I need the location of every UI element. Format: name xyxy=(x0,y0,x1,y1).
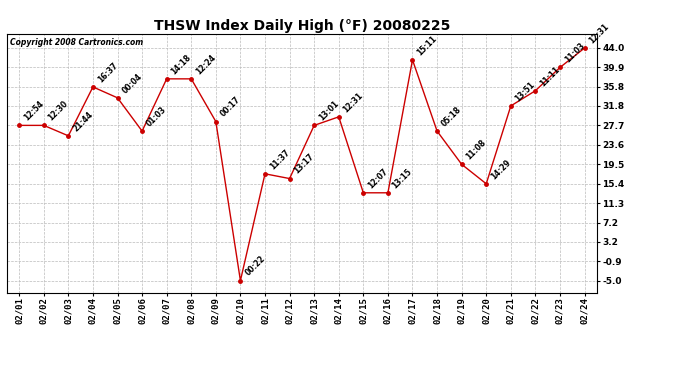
Text: 12:31: 12:31 xyxy=(342,91,365,114)
Text: 13:51: 13:51 xyxy=(513,80,537,103)
Text: 11:37: 11:37 xyxy=(268,147,291,171)
Text: 00:22: 00:22 xyxy=(243,254,266,278)
Text: 21:44: 21:44 xyxy=(71,110,95,133)
Text: 16:37: 16:37 xyxy=(96,61,119,84)
Text: 12:30: 12:30 xyxy=(46,99,70,123)
Text: 14:29: 14:29 xyxy=(489,158,513,181)
Text: 15:11: 15:11 xyxy=(415,34,439,57)
Text: 12:54: 12:54 xyxy=(22,99,46,123)
Title: THSW Index Daily High (°F) 20080225: THSW Index Daily High (°F) 20080225 xyxy=(154,19,450,33)
Text: 05:18: 05:18 xyxy=(440,105,463,128)
Text: 11:08: 11:08 xyxy=(464,138,488,162)
Text: 13:01: 13:01 xyxy=(317,99,340,123)
Text: 00:17: 00:17 xyxy=(219,95,242,119)
Text: 00:04: 00:04 xyxy=(120,72,144,95)
Text: 12:24: 12:24 xyxy=(194,53,217,76)
Text: 13:17: 13:17 xyxy=(293,152,316,176)
Text: 14:18: 14:18 xyxy=(170,53,193,76)
Text: 12:31: 12:31 xyxy=(587,22,611,45)
Text: 01:03: 01:03 xyxy=(145,105,168,128)
Text: 13:15: 13:15 xyxy=(391,166,414,190)
Text: 11:03: 11:03 xyxy=(563,41,586,64)
Text: Copyright 2008 Cartronics.com: Copyright 2008 Cartronics.com xyxy=(10,38,143,46)
Text: 12:07: 12:07 xyxy=(366,166,390,190)
Text: 11:11: 11:11 xyxy=(538,64,562,88)
